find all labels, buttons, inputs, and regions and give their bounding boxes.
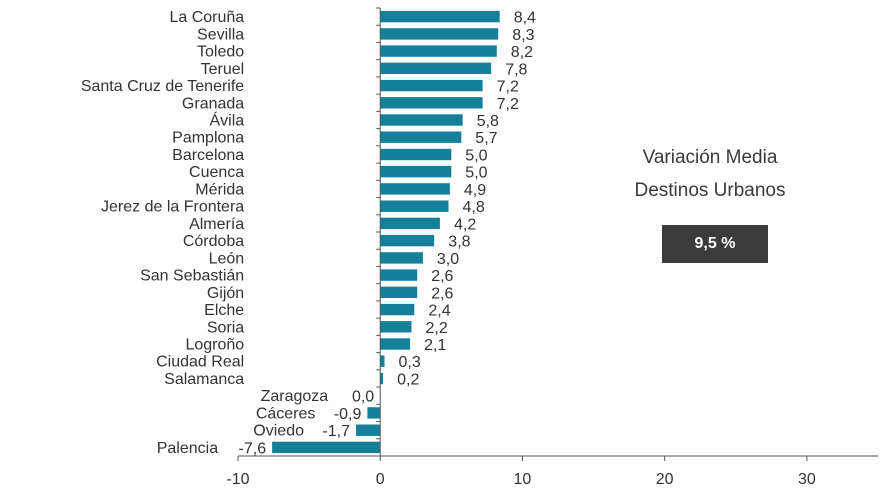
bar [380, 79, 483, 92]
bar [380, 148, 452, 161]
bar [380, 97, 483, 109]
bar [380, 338, 411, 350]
bar [356, 424, 381, 436]
value-label: 5,7 [475, 130, 497, 147]
bar [380, 252, 423, 264]
x-tick-label: 0 [376, 471, 385, 488]
value-label: 4,2 [454, 216, 476, 233]
value-label: 5,0 [465, 165, 487, 182]
category-label: Logroño [185, 337, 244, 354]
value-label: 3,0 [437, 251, 459, 268]
category-label: Ávila [210, 111, 245, 130]
category-label: Soria [207, 319, 244, 336]
category-label: Cuenca [189, 164, 244, 181]
category-label: Cáceres [256, 405, 316, 422]
category-label: La Coruña [169, 9, 244, 26]
category-label: Elche [204, 302, 244, 319]
value-label: 7,8 [505, 61, 527, 78]
bar [380, 234, 435, 247]
average-variation-badge: 9,5 % [662, 225, 768, 263]
value-label: 2,4 [428, 303, 450, 320]
value-label: 0,0 [352, 389, 374, 406]
value-label: 7,2 [497, 79, 519, 96]
value-label: 5,0 [465, 148, 487, 165]
value-label: 4,9 [464, 182, 486, 199]
value-label: 0,3 [399, 354, 421, 371]
bar [380, 355, 385, 367]
category-label: Santa Cruz de Tenerife [81, 78, 244, 95]
value-label: 2,6 [431, 285, 453, 302]
value-label: 2,6 [431, 268, 453, 285]
category-label: Ciudad Real [156, 354, 244, 371]
x-tick-label: 20 [656, 471, 674, 488]
x-tick-label: 30 [798, 471, 816, 488]
bar [380, 10, 500, 23]
value-label: -7,6 [239, 440, 267, 457]
category-label: Granada [182, 95, 244, 112]
annotation-title-line1: Variación Media [642, 147, 778, 168]
value-label: -1,7 [322, 423, 350, 440]
category-label: San Sebastián [140, 268, 244, 285]
bar [380, 217, 440, 230]
category-label: Zaragoza [261, 388, 329, 405]
value-label: 2,1 [424, 337, 446, 354]
bar [380, 200, 449, 212]
bar [380, 303, 415, 316]
value-label: 8,4 [514, 10, 536, 27]
value-label: 7,2 [497, 96, 519, 113]
bar [367, 407, 381, 419]
value-labels-group: 8,48,38,27,87,27,25,85,75,05,04,94,84,23… [239, 10, 537, 458]
bar [380, 269, 418, 281]
category-label: Sevilla [197, 26, 244, 43]
category-label: Mérida [195, 181, 244, 198]
category-label: Toledo [197, 44, 244, 61]
bar [272, 441, 381, 454]
annotation-title-line2: Destinos Urbanos [634, 180, 786, 201]
bar [380, 28, 499, 40]
value-label: 5,8 [477, 113, 499, 130]
category-label: Teruel [201, 61, 245, 78]
bar [380, 131, 462, 143]
value-label: 8,2 [511, 44, 533, 61]
category-label: Córdoba [183, 233, 244, 250]
bar [380, 372, 383, 385]
category-label: Oviedo [253, 423, 304, 440]
category-label: Barcelona [172, 147, 244, 164]
category-label: Pamplona [172, 130, 244, 147]
bar [380, 166, 452, 178]
category-label: Palencia [157, 440, 218, 457]
x-tick-label: -10 [226, 471, 249, 488]
category-label: León [209, 250, 245, 267]
value-label: 3,8 [448, 234, 470, 251]
category-label: Jerez de la Frontera [101, 199, 244, 216]
category-label: Almería [189, 216, 244, 233]
value-label: 4,8 [463, 199, 485, 216]
bar [380, 45, 497, 57]
value-label: 2,2 [426, 320, 448, 337]
value-label: 0,2 [397, 372, 419, 389]
category-label: Gijón [207, 285, 244, 302]
x-tick-label: 10 [514, 471, 532, 488]
x-ticks-group: -10 0 10 20 30 [226, 7, 816, 488]
value-label: -0,9 [334, 406, 362, 423]
bars-group [272, 10, 500, 454]
bar [380, 62, 492, 74]
category-label: Salamanca [164, 371, 244, 388]
bar [380, 286, 418, 298]
bar [380, 321, 412, 333]
bar [380, 114, 463, 126]
value-label: 8,3 [512, 27, 534, 44]
bar [380, 183, 450, 195]
